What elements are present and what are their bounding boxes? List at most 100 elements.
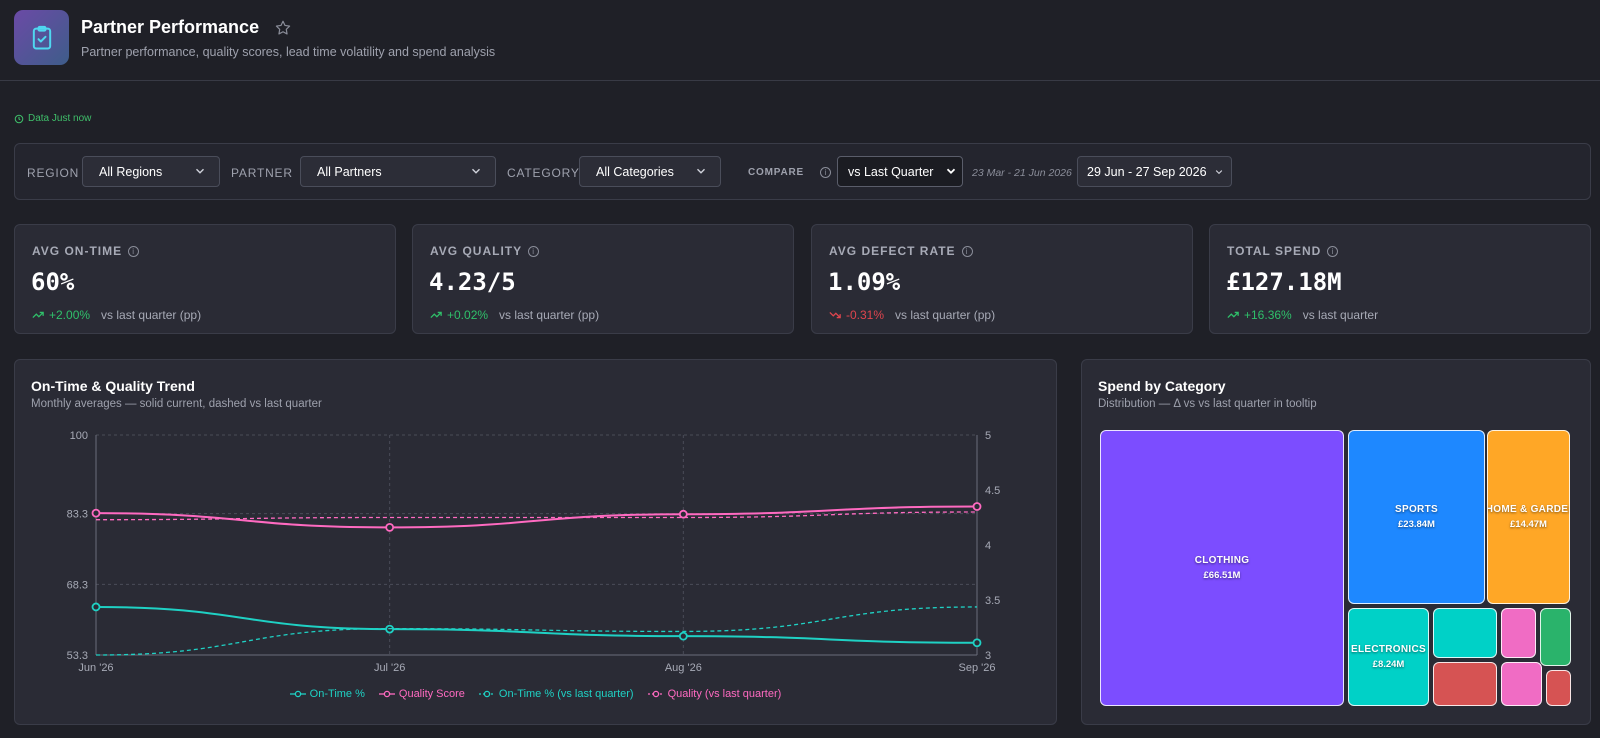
treemap-tile[interactable] <box>1501 608 1536 658</box>
chevron-down-icon <box>196 168 204 174</box>
treemap-tile[interactable] <box>1433 608 1497 658</box>
kpi-label: AVG ON-TIME i <box>32 244 140 258</box>
kpi-value: 60% <box>31 268 75 296</box>
y-left-tick-label: 53.3 <box>67 650 88 662</box>
spend-chart-subtitle: Distribution — Δ vs vs last quarter in t… <box>1098 398 1317 410</box>
kpi-label: AVG QUALITY i <box>430 244 540 258</box>
treemap-tile[interactable] <box>1546 670 1571 706</box>
trend-chart: 100 83.3 68.3 53.3 5 4.5 4 3.5 3 Jun '26 Jul '26 Au… <box>67 430 1001 674</box>
series-line-1 <box>95 505 978 529</box>
chevron-down-icon <box>1215 170 1223 175</box>
info-icon[interactable]: i <box>128 245 140 257</box>
region-label: REGION <box>27 166 80 180</box>
y-right-tick-label: 5 <box>985 430 991 442</box>
kpi-delta-label: vs last quarter (pp) <box>101 308 202 322</box>
date-range-picker[interactable]: 29 Jun - 27 Sep 2026 <box>1077 156 1232 187</box>
y-right-tick-label: 3 <box>985 650 991 662</box>
favorite-star-icon[interactable] <box>274 19 292 37</box>
clock-icon <box>14 114 24 123</box>
trend-up-icon <box>1227 311 1239 319</box>
page-title: Partner Performance <box>81 17 260 37</box>
trend-chart-subtitle: Monthly averages — solid current, dashed… <box>31 398 322 410</box>
kpi-value: £127.18M <box>1226 268 1342 296</box>
data-point <box>385 522 395 532</box>
y-right-tick-label: 4.5 <box>985 485 1000 497</box>
data-point <box>91 508 101 518</box>
kpi-delta: +2.00% vs last quarter (pp) <box>32 308 201 322</box>
page-header: Partner Performance Partner performance,… <box>0 0 1600 81</box>
region-select[interactable]: All Regions <box>82 156 220 187</box>
kpi-delta-label: vs last quarter (pp) <box>499 308 600 322</box>
date-range-value: 29 Jun - 27 Sep 2026 <box>1087 165 1207 179</box>
legend-item-label: Quality (vs last quarter) <box>667 688 782 700</box>
legend-item[interactable]: On-Time % <box>289 688 365 700</box>
treemap-tile[interactable]: ELECTRONICS £8.24M <box>1348 608 1429 706</box>
chevron-down-icon <box>472 168 480 174</box>
compare-label: COMPARE <box>748 167 804 178</box>
kpi-delta: +16.36% vs last quarter <box>1227 308 1378 322</box>
treemap-tile[interactable] <box>1540 608 1571 666</box>
kpi-value: 4.23/5 <box>429 268 516 296</box>
treemap-tile[interactable]: HOME & GARDEI £14.47M <box>1487 430 1570 604</box>
freshness-text: Data Just now <box>28 113 92 124</box>
legend-item[interactable]: On-Time % (vs last quarter) <box>478 688 634 700</box>
info-icon[interactable]: i <box>961 245 973 257</box>
kpi-delta-label: vs last quarter <box>1302 308 1379 322</box>
kpi-delta-value: +0.02% <box>447 308 489 322</box>
treemap-tile[interactable] <box>1433 662 1497 706</box>
trend-down-icon <box>829 311 841 319</box>
treemap-tile-label: HOME & GARDEI <box>1487 504 1570 515</box>
kpi-delta: -0.31% vs last quarter (pp) <box>829 308 995 322</box>
data-point <box>678 509 688 519</box>
trend-up-icon <box>32 311 44 319</box>
kpi-label-text: TOTAL SPEND <box>1227 244 1322 258</box>
treemap-tile-label: ELECTRONICS <box>1351 644 1426 655</box>
x-tick-label: Jun '26 <box>78 662 113 674</box>
kpi-label: AVG DEFECT RATE i <box>829 244 973 258</box>
y-left-tick-label: 83.3 <box>67 509 88 521</box>
treemap-tile-label: SPORTS <box>1395 504 1438 515</box>
compare-select[interactable]: vs Last Quarter <box>837 156 963 187</box>
kpi-card-total-spend: TOTAL SPEND i £127.18M +16.36% vs last qu… <box>1209 224 1591 334</box>
category-label: CATEGORY <box>507 166 580 180</box>
info-icon[interactable]: i <box>1327 245 1339 257</box>
treemap-tile-label: CLOTHING <box>1194 555 1250 566</box>
legend-item[interactable]: Quality Score <box>378 688 465 700</box>
treemap-tile[interactable] <box>1501 662 1542 706</box>
treemap-tile[interactable]: SPORTS £23.84M <box>1348 430 1485 604</box>
legend-marker-icon <box>289 690 306 698</box>
treemap-tile[interactable]: CLOTHING £66.51M <box>1100 430 1344 706</box>
y-left-tick-label: 68.3 <box>67 579 88 591</box>
legend-marker-icon <box>647 690 664 698</box>
spend-chart-title: Spend by Category <box>1098 378 1226 394</box>
partner-label: PARTNER <box>231 166 293 180</box>
kpi-delta: +0.02% vs last quarter (pp) <box>430 308 599 322</box>
legend-item-label: On-Time % (vs last quarter) <box>498 688 634 700</box>
info-icon[interactable]: i <box>528 245 540 257</box>
series-line-0 <box>95 605 978 644</box>
legend-item[interactable]: Quality (vs last quarter) <box>647 688 782 700</box>
category-select[interactable]: All Categories <box>579 156 721 187</box>
category-select-value: All Categories <box>596 165 674 179</box>
partner-select-value: All Partners <box>317 165 382 179</box>
kpi-card-quality: AVG QUALITY i 4.23/5 +0.02% vs last quart… <box>412 224 794 334</box>
partner-select[interactable]: All Partners <box>300 156 496 187</box>
page-subtitle: Partner performance, quality scores, lea… <box>81 45 496 59</box>
x-tick-label: Aug '26 <box>665 662 702 674</box>
legend-marker-icon <box>378 690 395 698</box>
legend-item-label: On-Time % <box>309 688 365 700</box>
legend-item-label: Quality Score <box>398 688 465 700</box>
kpi-delta-label: vs last quarter (pp) <box>895 308 996 322</box>
chevron-down-icon <box>697 168 705 174</box>
data-freshness: Data Just now <box>14 113 91 124</box>
treemap-tile-value: £8.24M <box>1372 659 1405 670</box>
compare-info-icon[interactable]: i <box>820 167 831 178</box>
kpi-card-on-time: AVG ON-TIME i 60% +2.00% vs last quarter … <box>14 224 396 334</box>
data-point <box>678 631 688 641</box>
series-line-2 <box>95 606 978 656</box>
y-left-tick-label: 100 <box>70 430 88 442</box>
kpi-value: 1.09% <box>828 268 901 296</box>
trend-chart-panel: On-Time & Quality Trend Monthly averages… <box>14 359 1057 725</box>
kpi-delta-value: +16.36% <box>1244 308 1292 322</box>
compare-select-value: vs Last Quarter <box>848 165 934 179</box>
